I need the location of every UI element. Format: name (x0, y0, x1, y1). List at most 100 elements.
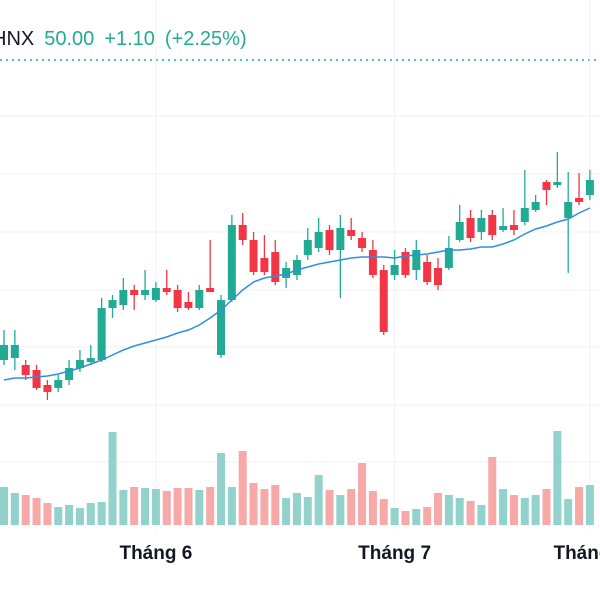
candle-body (423, 262, 432, 282)
volume-bar (173, 488, 182, 525)
candle-body (260, 258, 269, 272)
volume-bar (575, 487, 584, 525)
candle-body (553, 182, 562, 185)
volume-bar (390, 508, 399, 525)
volume-bar (553, 431, 562, 525)
candle-body (379, 270, 388, 332)
volume-bar (75, 508, 84, 525)
volume-bar (86, 503, 95, 525)
moving-average-line (3, 207, 591, 381)
volume-bar (564, 499, 573, 525)
volume-bar (206, 487, 215, 525)
candle-body (54, 380, 63, 388)
candle-body (249, 240, 258, 272)
candle-body (520, 208, 529, 222)
candle-body (292, 260, 301, 275)
volume-bar (0, 487, 8, 525)
candle-body (390, 265, 399, 275)
volume-bar (184, 488, 193, 525)
volume-bar (227, 487, 236, 525)
candle-body (162, 288, 171, 292)
volume-bar (444, 495, 453, 525)
candle-body (238, 225, 247, 240)
candle-body (466, 218, 475, 238)
volume-bar (477, 505, 486, 525)
candle-body (531, 202, 540, 210)
volume-bar (303, 497, 312, 525)
candle-body (217, 300, 225, 355)
candle-body (184, 302, 193, 308)
candle-body (303, 240, 312, 255)
change-percent: (+2.25%) (164, 28, 247, 50)
volume-bar (542, 489, 551, 525)
candle-body (227, 225, 236, 300)
candle-body (401, 252, 410, 275)
volume-bar (151, 489, 160, 525)
volume-bar (21, 495, 30, 525)
volume-bar (368, 491, 377, 525)
candle-body (130, 290, 139, 295)
volume-bar (195, 490, 204, 525)
volume-bar (509, 495, 518, 525)
candle-body (542, 182, 551, 190)
volume-bar (238, 451, 247, 525)
candle-body (336, 228, 345, 250)
candle-body (282, 268, 291, 278)
volume-bar (499, 489, 508, 525)
candle-body (206, 288, 215, 292)
volume-bar (43, 503, 52, 525)
candle-body (0, 345, 8, 360)
volume-bar (347, 489, 356, 525)
volume-bar (466, 501, 475, 525)
volume-bar (32, 498, 41, 525)
x-tick-label: Tháng 6 (119, 543, 192, 564)
volume-bar (108, 432, 117, 525)
candle-body (434, 268, 442, 285)
candle-body (455, 222, 464, 240)
candle-body (86, 358, 95, 362)
change: +1.10 (104, 28, 155, 50)
candle-body (173, 290, 182, 308)
candle-body (97, 308, 106, 360)
candle-body (75, 360, 84, 368)
volume-bar (10, 493, 19, 525)
candle-body (314, 232, 323, 248)
candle-body (325, 230, 334, 250)
volume-bar (434, 493, 442, 525)
volume-bar (325, 490, 334, 525)
candle-body (195, 290, 204, 308)
volume-bar (412, 509, 421, 525)
volume-bar (520, 498, 529, 525)
x-tick-label: Tháng 8 (553, 543, 600, 564)
volume-bar (423, 507, 432, 525)
candle-body (499, 226, 508, 230)
volume-bar (585, 485, 594, 525)
candle-body (412, 250, 421, 270)
volume-bar (336, 495, 345, 525)
price: 50.00 (44, 28, 95, 50)
candle-body (488, 215, 497, 235)
header: HNX 50.00 +1.10 (+2.25%) (0, 28, 257, 51)
grid (0, 115, 600, 463)
candle-body (271, 252, 280, 282)
candle-body (358, 238, 367, 248)
candle-body (141, 290, 150, 295)
candle-body (65, 368, 74, 380)
candle-body (368, 250, 377, 275)
volume-bar (282, 498, 291, 525)
volume-bar (130, 487, 139, 525)
candle-body (444, 248, 453, 268)
volume-bar (65, 505, 74, 525)
candle-body (21, 365, 30, 375)
volume-bar (401, 511, 410, 525)
volume-bar (97, 502, 106, 525)
volume-bar (119, 490, 128, 525)
volume-bar (260, 489, 269, 525)
volume-bar (358, 463, 367, 525)
volume-bar (488, 457, 497, 525)
candle-body (347, 230, 356, 236)
volume-bar (292, 493, 301, 525)
candle-body (43, 385, 52, 392)
volume-bar (455, 498, 464, 525)
